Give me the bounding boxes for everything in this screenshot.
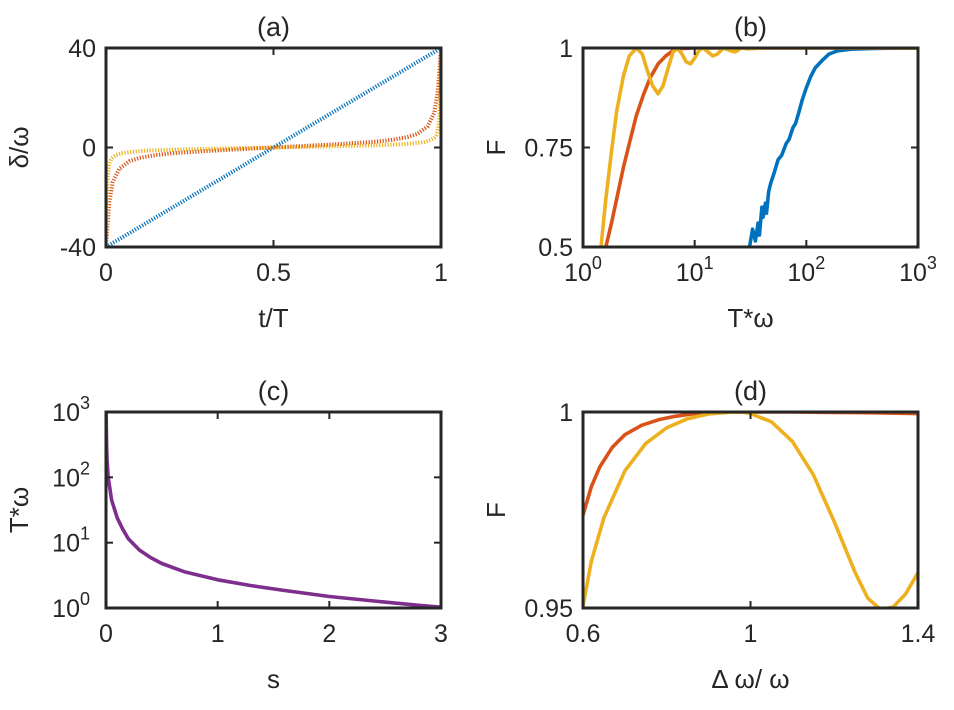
y-tick-label: 101 — [52, 524, 90, 558]
series-group — [583, 412, 918, 608]
series-line-1 — [747, 48, 918, 247]
x-axis-label: Δ ω/ ω — [711, 664, 789, 694]
x-tick-label: 102 — [787, 253, 825, 287]
x-tick-label: 0.5 — [256, 259, 291, 287]
y-axis-label: F — [481, 140, 511, 156]
y-tick-label-base: 10 — [52, 399, 80, 427]
x-tick-label: 101 — [676, 253, 714, 287]
series-line-1 — [106, 412, 441, 608]
x-tick-label: 1 — [211, 620, 225, 648]
x-tick-label: 0.6 — [566, 620, 601, 648]
x-axis-label: T*ω — [727, 303, 773, 333]
series-group — [106, 412, 441, 608]
y-tick-label: 100 — [52, 589, 90, 623]
x-tick-label: 1.4 — [901, 620, 936, 648]
x-tick-label: 3 — [434, 620, 448, 648]
y-tick-label-exp: 3 — [80, 393, 90, 413]
y-tick-label-base: 10 — [52, 530, 80, 558]
y-tick-label: 0 — [82, 135, 96, 163]
x-tick-label-base: 10 — [899, 259, 927, 287]
y-tick-label: 40 — [68, 35, 96, 63]
y-tick-label-exp: 2 — [80, 458, 90, 478]
series-line-1 — [106, 48, 441, 247]
y-tick-label: 1 — [559, 35, 573, 63]
y-axis-label: F — [481, 502, 511, 518]
series-line-2 — [583, 412, 918, 608]
y-tick-label: 0.75 — [524, 135, 573, 163]
x-tick-label: 1 — [744, 620, 758, 648]
y-tick-label-exp: 1 — [80, 524, 90, 544]
x-tick-label-exp: 2 — [815, 253, 825, 273]
y-tick-label-base: 10 — [52, 464, 80, 492]
y-tick-label-exp: 0 — [80, 589, 90, 609]
axes-frame — [581, 46, 920, 249]
series-group — [599, 48, 918, 247]
y-tick-label: 0.95 — [524, 595, 573, 623]
y-tick-label: 1 — [559, 399, 573, 427]
y-tick-label: 0.5 — [538, 234, 573, 262]
x-axis-label: s — [267, 664, 280, 694]
panel-title: (c) — [258, 376, 289, 406]
panel-title: (a) — [257, 12, 290, 42]
x-tick-label-base: 10 — [787, 259, 815, 287]
panel-d: 0.6 1 1.4 0.95 1 (d) Δ ω/ ω F — [481, 376, 935, 694]
y-tick-label: 103 — [52, 393, 90, 427]
x-tick-label-exp: 1 — [704, 253, 714, 273]
y-axis-label: T*ω — [4, 487, 34, 533]
x-tick-label: 2 — [322, 620, 336, 648]
panel-title: (b) — [734, 12, 767, 42]
series-line-1 — [583, 412, 918, 517]
series-line-2 — [603, 48, 918, 247]
x-axis-label: t/T — [258, 303, 288, 333]
x-tick-label: 100 — [564, 253, 602, 287]
y-axis-label: δ/ω — [4, 127, 34, 169]
y-tick-label-base: 10 — [52, 595, 80, 623]
panel-title: (d) — [734, 376, 767, 406]
series-line-2 — [106, 48, 441, 247]
series-line-3 — [106, 48, 441, 247]
x-tick-label-exp: 0 — [592, 253, 602, 273]
y-tick-label: 102 — [52, 458, 90, 492]
axes-frame — [104, 410, 443, 610]
axes-frame — [581, 410, 920, 610]
x-tick-label: 103 — [899, 253, 937, 287]
x-tick-label: 0 — [99, 259, 113, 287]
x-tick-label-exp: 3 — [927, 253, 937, 273]
x-tick-label-base: 10 — [676, 259, 704, 287]
series-group — [106, 48, 441, 247]
x-tick-label: 1 — [434, 259, 448, 287]
x-tick-label: 0 — [99, 620, 113, 648]
x-tick-label-base: 10 — [564, 259, 592, 287]
y-tick-label: -40 — [60, 234, 96, 262]
